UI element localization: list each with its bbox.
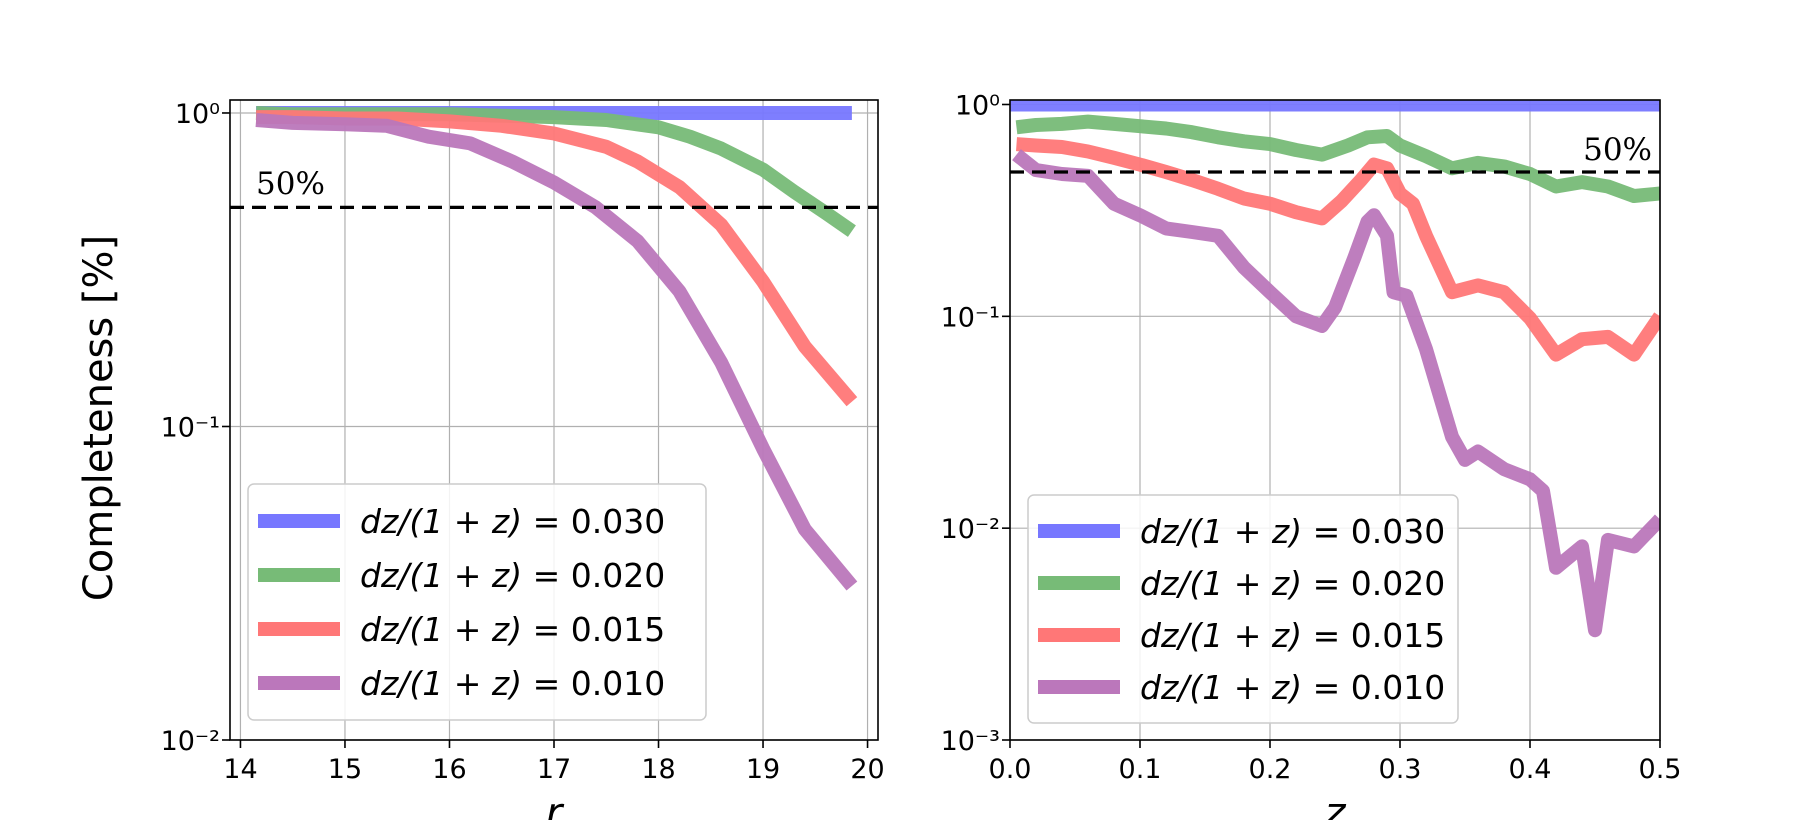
legend-label-value: = 0.015: [1313, 616, 1446, 655]
series-line: [1015, 114, 1660, 203]
legend-label: dz/(1 + z) = 0.030: [360, 502, 665, 541]
x-tick-label: 0.0: [989, 754, 1032, 785]
legend-label-expression: dz/(1 + z): [360, 556, 533, 595]
legend-label: dz/(1 + z) = 0.020: [360, 556, 665, 595]
legend-label-expression: dz/(1 + z): [1140, 616, 1313, 655]
y-tick-label: 10⁻³: [941, 726, 1000, 757]
legend-label-value: = 0.010: [533, 664, 666, 703]
legend-label-value: = 0.020: [533, 556, 666, 595]
x-tick-label: 19: [746, 754, 780, 785]
y-axis-label: Completeness [%]: [76, 235, 122, 601]
legend-label-value: = 0.015: [533, 610, 666, 649]
legend-label: dz/(1 + z) = 0.010: [360, 664, 665, 703]
x-tick-label: 20: [850, 754, 884, 785]
legend-label: dz/(1 + z) = 0.010: [1140, 668, 1445, 707]
legend-label-value: = 0.030: [1313, 512, 1446, 551]
legend-label: dz/(1 + z) = 0.015: [1140, 616, 1445, 655]
legend-label-expression: dz/(1 + z): [360, 610, 533, 649]
x-tick-label: 14: [223, 754, 257, 785]
y-tick-label: 10⁻¹: [161, 412, 220, 443]
y-tick-label: 10⁻²: [161, 726, 220, 757]
x-tick-label: 0.3: [1379, 754, 1422, 785]
legend-label-expression: dz/(1 + z): [1140, 564, 1313, 603]
reference-line-label: 50%: [256, 166, 325, 202]
legend-label-value: = 0.020: [1313, 564, 1446, 603]
axes-frame: [1009, 99, 1661, 741]
x-tick-label: 17: [537, 754, 571, 785]
legend-label: dz/(1 + z) = 0.020: [1140, 564, 1445, 603]
y-tick-label: 10⁻²: [941, 514, 1000, 545]
series-line: [1012, 149, 1660, 638]
right-panel: 50% 0.0 0.1 0.2 0.3 0.4 0.5 10⁰ 10⁻¹ 10⁻² 10⁻³ z dz/…: [941, 90, 1682, 820]
x-tick-label: 0.5: [1639, 754, 1682, 785]
legend-label: dz/(1 + z) = 0.015: [360, 610, 665, 649]
legend-label-expression: dz/(1 + z): [360, 664, 533, 703]
y-tick-label: 10⁰: [955, 90, 1000, 121]
x-tick-label: 0.2: [1249, 754, 1292, 785]
series-group: [255, 106, 858, 591]
reference-line-label: 50%: [1583, 132, 1652, 168]
x-tick-label: 0.4: [1509, 754, 1552, 785]
x-tick-label: 15: [328, 754, 362, 785]
legend-label-expression: dz/(1 + z): [1140, 668, 1313, 707]
x-tick-label: 18: [641, 754, 675, 785]
legend-frame: [1027, 494, 1459, 724]
series-group: [1010, 100, 1660, 638]
left-panel: 50% 14 15 16 17 18 19 20 10⁰ 10⁻¹ 10⁻² r dz/(1 + z) …: [161, 99, 885, 820]
x-tick-label: 16: [432, 754, 466, 785]
legend-label-expression: dz/(1 + z): [1140, 512, 1313, 551]
legend-label-value: = 0.030: [533, 502, 666, 541]
series-line: [255, 113, 858, 591]
y-tick-label: 10⁻¹: [941, 302, 1000, 333]
legend-label: dz/(1 + z) = 0.030: [1140, 512, 1445, 551]
x-axis-label: r: [546, 790, 565, 820]
series-line: [1015, 137, 1660, 362]
legend-label-expression: dz/(1 + z): [360, 502, 533, 541]
x-tick-label: 0.1: [1119, 754, 1162, 785]
y-tick-label: 10⁰: [175, 99, 220, 130]
x-axis-label: z: [1324, 790, 1347, 820]
legend-frame: [247, 483, 707, 721]
legend-label-value: = 0.010: [1313, 668, 1446, 707]
